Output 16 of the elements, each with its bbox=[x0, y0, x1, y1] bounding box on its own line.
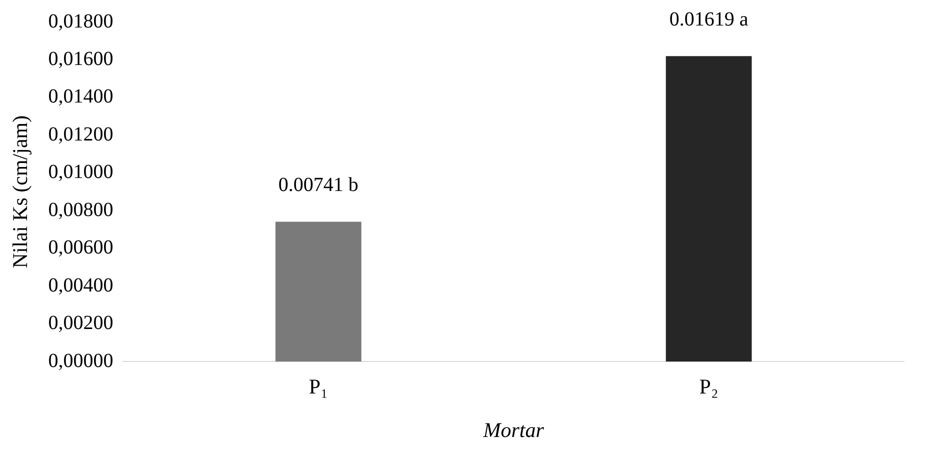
y-tick-label: 0,01600 bbox=[48, 48, 114, 70]
y-tick-label: 0,01200 bbox=[48, 123, 114, 146]
y-tick-label: 0,01800 bbox=[48, 10, 114, 32]
x-tick-label: P₂ bbox=[699, 374, 718, 399]
y-tick-label: 0,00400 bbox=[48, 274, 114, 296]
data-label: 0.00741 b bbox=[278, 174, 358, 196]
data-label: 0.01619 a bbox=[669, 8, 748, 30]
x-tick-label: P₁ bbox=[308, 374, 328, 399]
y-tick-label: 0,00800 bbox=[48, 198, 114, 221]
y-tick-label: 0,01400 bbox=[48, 86, 114, 108]
y-tick-label: 0,01000 bbox=[48, 161, 114, 184]
y-axis-title: Nilai Ks (cm/jam) bbox=[8, 115, 32, 268]
y-tick-label: 0,00200 bbox=[48, 312, 114, 334]
y-tick-label: 0,00000 bbox=[48, 350, 114, 372]
x-axis-title: Mortar bbox=[482, 418, 545, 442]
y-tick-label: 0,00600 bbox=[48, 236, 114, 259]
